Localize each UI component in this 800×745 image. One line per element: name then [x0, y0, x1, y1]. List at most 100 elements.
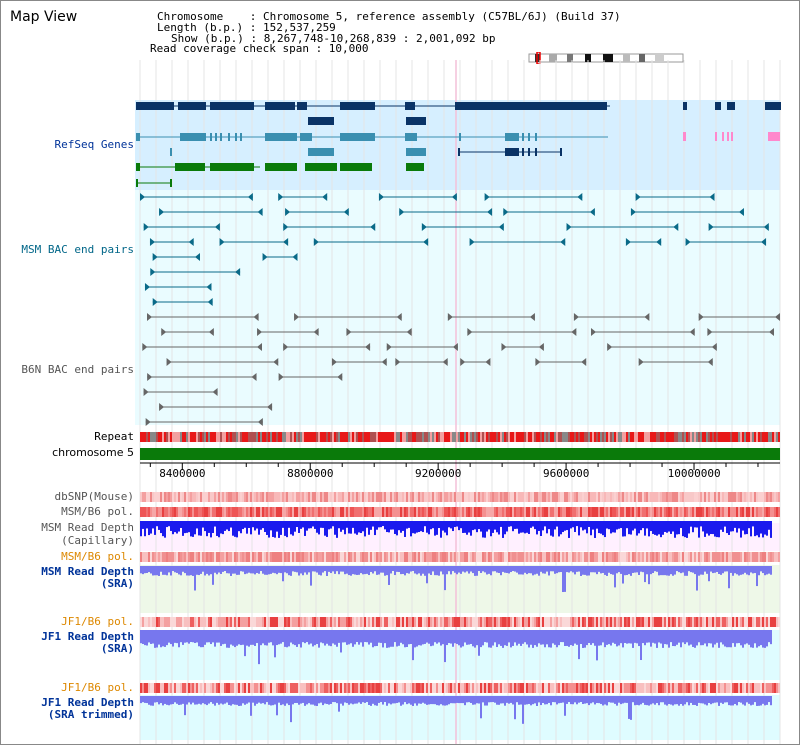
- refseq-gene-exon: [228, 133, 230, 141]
- msm-sra-depth-bar: [252, 566, 254, 574]
- msm-sra-depth-bar: [756, 566, 758, 587]
- dbsnp-label[interactable]: dbSNP(Mouse): [54, 490, 134, 503]
- repeat-block: [532, 432, 534, 442]
- msm-depth-sra-label[interactable]: MSM Read Depth: [41, 565, 134, 578]
- jf1-trim-depth-bar: [624, 696, 626, 703]
- dbsnp-cell: [324, 492, 326, 502]
- msm-pol-2-cell: [710, 552, 712, 562]
- repeat-block: [600, 432, 602, 442]
- dbsnp-cell: [336, 492, 338, 502]
- jf1-pol-2-cell: [680, 683, 682, 693]
- dbsnp-cell: [488, 492, 490, 502]
- jf1-sra-depth-bar: [514, 630, 516, 643]
- jf1-pol-cell: [488, 617, 490, 627]
- dbsnp-cell: [544, 492, 546, 502]
- repeat-block: [758, 432, 760, 442]
- msm-pol-cell: [536, 507, 538, 517]
- repeat-block: [634, 432, 636, 442]
- refseq-genes-label[interactable]: RefSeq Genes: [54, 138, 134, 151]
- dbsnp-cell: [212, 492, 214, 502]
- msm-pol-2-cell: [194, 552, 196, 562]
- msm-pol-2-cell: [192, 552, 194, 562]
- repeat-block: [140, 432, 142, 442]
- msm-sra-depth-bar: [292, 566, 294, 572]
- msm-depth-capillary-label[interactable]: MSM Read Depth: [41, 521, 134, 534]
- refseq-gene-exon: [265, 163, 297, 171]
- msm-pol-cell: [258, 507, 260, 517]
- repeat-block: [358, 432, 360, 442]
- jf1-sra-depth-bar: [166, 630, 168, 646]
- msm-sra-depth-bar: [158, 566, 160, 576]
- capillary-depth-bar: [516, 521, 518, 529]
- jf1-pol-cell: [346, 617, 348, 627]
- jf1-trim-depth-bar: [674, 696, 676, 705]
- msm-sra-depth-bar: [620, 566, 622, 574]
- b6n-bac-pair-end: [159, 403, 165, 411]
- jf1-trim-depth-bar: [492, 696, 494, 703]
- msm-bac-label[interactable]: MSM BAC end pairs: [21, 243, 134, 256]
- chromosome-ideogram[interactable]: [527, 52, 685, 64]
- jf1-trim-depth-bar: [156, 696, 158, 703]
- jf1-trim-depth-bar: [408, 696, 410, 704]
- jf1-pol-2-cell: [778, 683, 780, 693]
- jf1-pol-2-label[interactable]: JF1/B6 pol.: [61, 681, 134, 694]
- capillary-depth-bar: [522, 521, 524, 533]
- msm-sra-depth-bar: [444, 566, 446, 591]
- msm-pol-2-cell: [268, 552, 270, 562]
- msm-sra-depth-bar: [482, 566, 484, 572]
- jf1-depth-sra-label[interactable]: JF1 Read Depth: [41, 630, 134, 643]
- jf1-trim-depth-bar: [676, 696, 678, 705]
- capillary-depth-bar: [534, 521, 536, 530]
- jf1-pol-cell: [278, 617, 280, 627]
- msm-pol-2-cell: [742, 552, 744, 562]
- jf1-sra-depth-bar: [432, 630, 434, 646]
- refseq-gene-exon: [305, 163, 337, 171]
- jf1-trim-depth-bar: [366, 696, 368, 703]
- jf1-trim-depth-bar: [720, 696, 722, 703]
- capillary-depth-bar: [400, 521, 402, 533]
- refseq-gene-exon: [406, 117, 426, 125]
- msm-pol-2-label[interactable]: MSM/B6 pol.: [61, 550, 134, 563]
- repeat-block: [144, 432, 146, 442]
- jf1-pol-cell: [152, 617, 154, 627]
- dbsnp-cell: [614, 492, 616, 502]
- msm-pol-cell: [372, 507, 374, 517]
- msm-pol-2-cell: [424, 552, 426, 562]
- jf1-sra-depth-bar: [172, 630, 174, 647]
- jf1-pol-2-cell: [214, 683, 216, 693]
- msm-pol-cell: [242, 507, 244, 517]
- jf1-sra-depth-bar: [700, 630, 702, 646]
- repeat-block: [488, 432, 490, 442]
- dbsnp-cell: [348, 492, 350, 502]
- jf1-sra-depth-bar: [414, 630, 416, 648]
- jf1-trim-depth-bar: [170, 696, 172, 705]
- msm-pol-label[interactable]: MSM/B6 pol.: [61, 505, 134, 518]
- capillary-depth-bar: [442, 521, 444, 531]
- jf1-sra-depth-bar: [308, 630, 310, 645]
- jf1-depth-trim-label[interactable]: JF1 Read Depth: [41, 696, 134, 709]
- jf1-trim-depth-bar: [274, 696, 276, 705]
- jf1-pol-label[interactable]: JF1/B6 pol.: [61, 615, 134, 628]
- msm-pol-2-cell: [378, 552, 380, 562]
- jf1-pol-2-cell: [216, 683, 218, 693]
- jf1-pol-cell: [340, 617, 342, 627]
- capillary-depth-bar: [430, 521, 432, 530]
- msm-pol-cell: [500, 507, 502, 517]
- dbsnp-cell: [352, 492, 354, 502]
- msm-sra-depth-bar: [724, 566, 726, 572]
- capillary-depth-bar: [272, 521, 274, 537]
- refseq-gene-exon: [265, 133, 297, 141]
- msm-pol-cell: [422, 507, 424, 517]
- msm-pol-cell: [574, 507, 576, 517]
- jf1-pol-cell: [322, 617, 324, 627]
- jf1-pol-2-cell: [726, 683, 728, 693]
- b6n-bac-label[interactable]: B6N BAC end pairs: [21, 363, 134, 376]
- jf1-sra-depth-bar: [638, 630, 640, 647]
- msm-bac-pair-end: [738, 208, 744, 216]
- dbsnp-cell: [472, 492, 474, 502]
- msm-pol-2-cell: [572, 552, 574, 562]
- jf1-pol-2-cell: [366, 683, 368, 693]
- capillary-depth-bar: [152, 521, 154, 529]
- repeat-block: [224, 432, 226, 442]
